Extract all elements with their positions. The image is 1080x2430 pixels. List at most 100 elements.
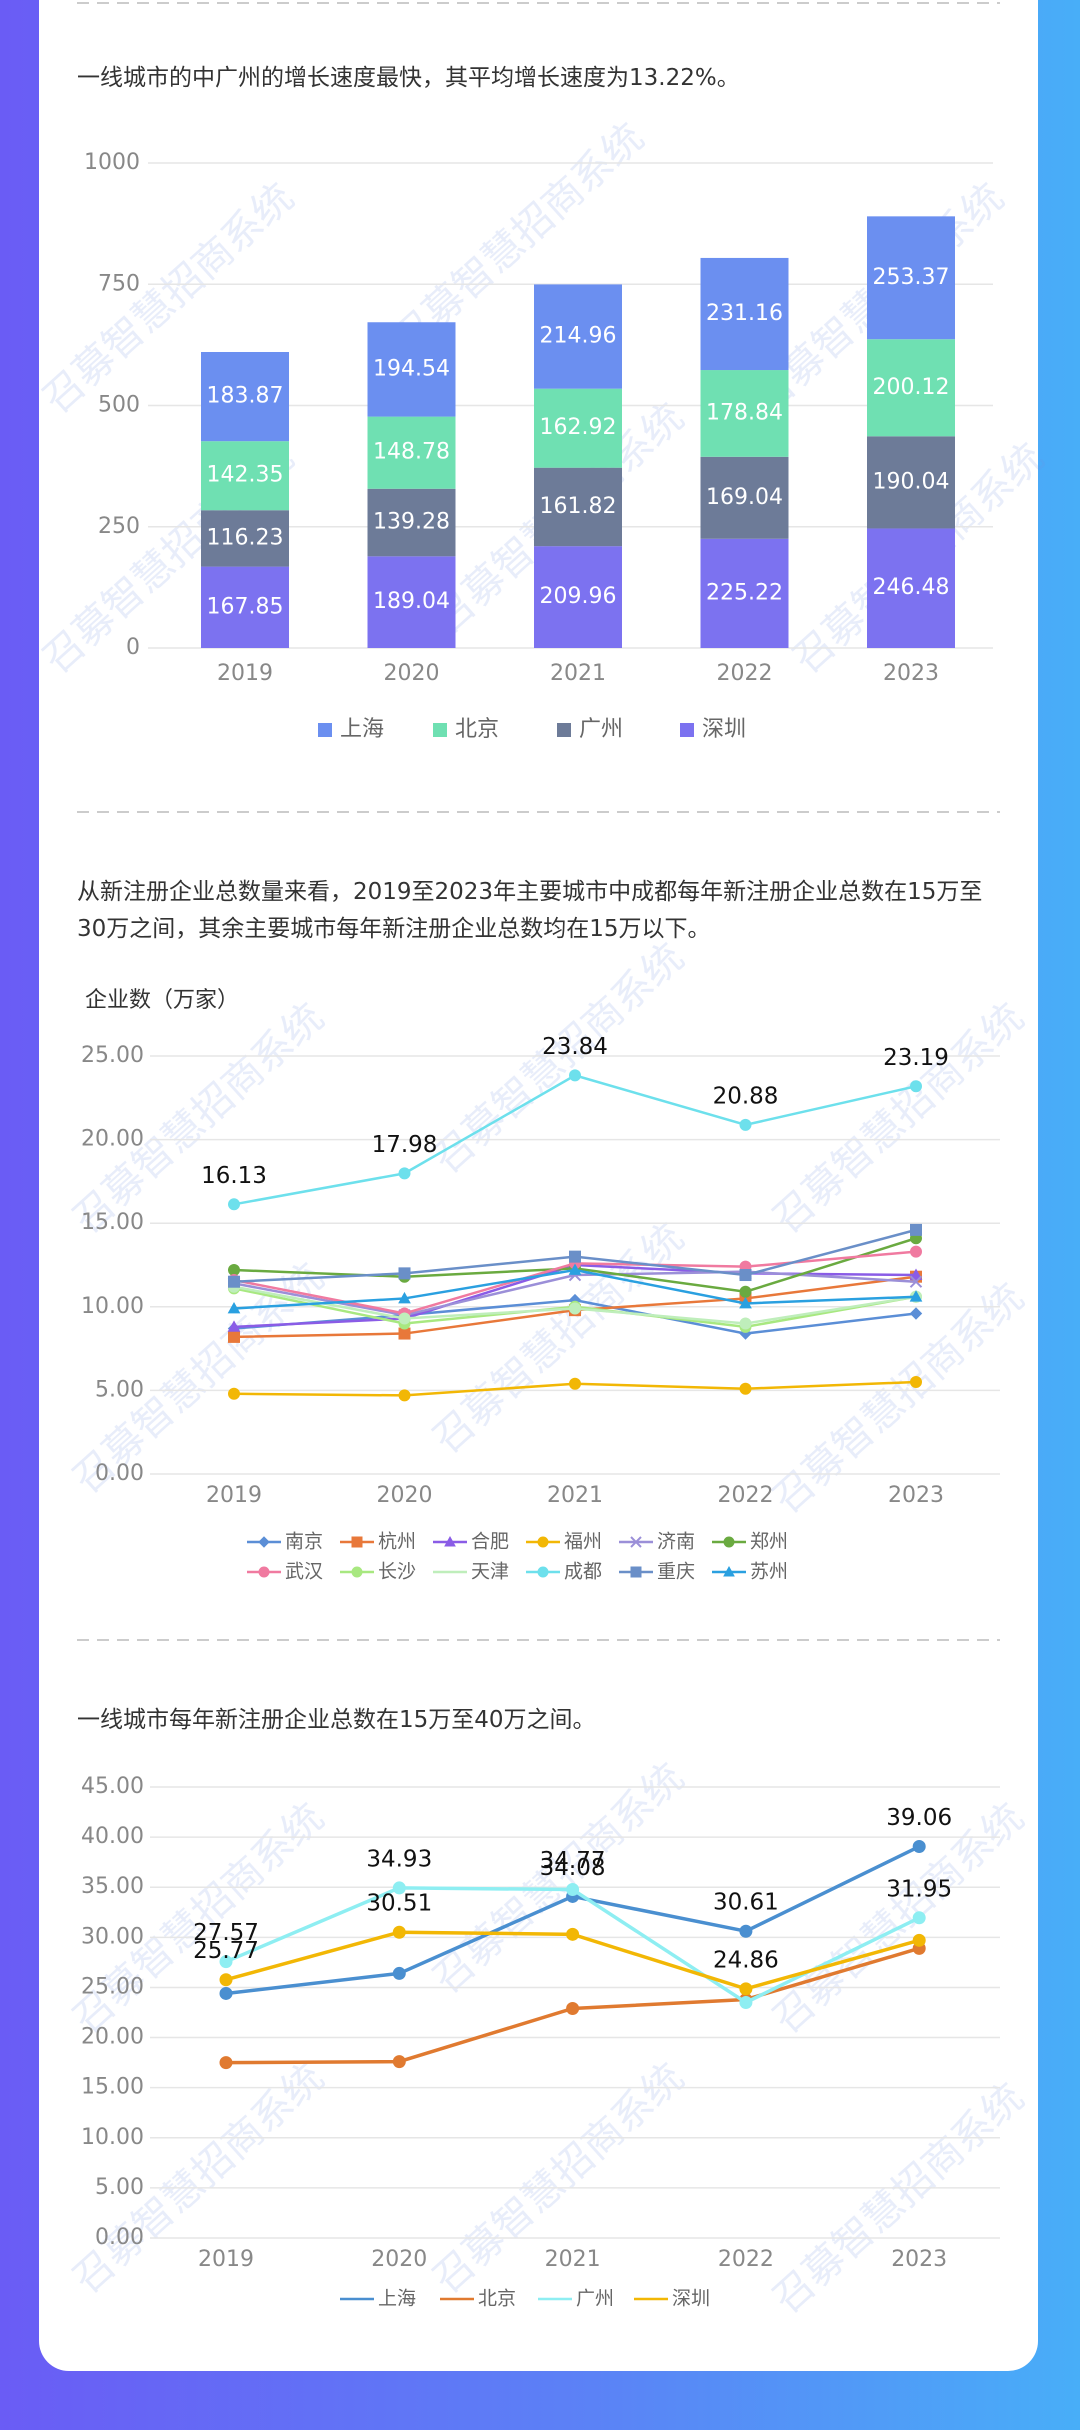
marker: [739, 1924, 753, 1938]
bar-segment: [867, 528, 955, 648]
y-tick-label: 0.00: [95, 2225, 144, 2250]
y-tick-label: 1000: [84, 150, 140, 175]
value-label: 200.12: [873, 375, 950, 400]
y-tick-label: 0: [126, 635, 140, 660]
marker: [739, 1296, 752, 1309]
marker: [909, 1275, 923, 1288]
legend-swatch: [433, 723, 447, 737]
y-tick-label: 20.00: [81, 2025, 144, 2050]
marker: [228, 1387, 240, 1400]
marker: [910, 1376, 922, 1389]
bar-segment: [700, 538, 789, 648]
value-label: 253.37: [873, 265, 950, 290]
legend-label: 南京: [285, 1531, 323, 1553]
legend-label: 天津: [471, 1561, 509, 1583]
y-tick-label: 35.00: [81, 1874, 144, 1899]
value-label: 23.84: [542, 1034, 608, 1060]
marker: [630, 1566, 642, 1578]
bar-segment: [201, 510, 289, 567]
marker: [398, 1389, 411, 1402]
x-tick-label: 2021: [547, 1483, 603, 1508]
marker: [228, 1264, 240, 1277]
marker: [392, 1966, 406, 1980]
value-label: 139.28: [373, 510, 450, 535]
marker: [912, 1840, 926, 1854]
value-label: 25.77: [193, 1938, 259, 1964]
marker: [228, 1330, 240, 1343]
marker: [444, 1535, 456, 1547]
x-tick-label: 2021: [545, 2247, 601, 2272]
x-tick-label: 2023: [888, 1483, 944, 1508]
y-tick-label: 25.00: [81, 1043, 144, 1068]
value-label: 225.22: [706, 580, 783, 605]
legend-label: 北京: [455, 717, 499, 742]
value-label: 161.82: [540, 494, 617, 519]
bar-segment: [700, 370, 789, 457]
value-label: 194.54: [373, 356, 450, 381]
value-label: 16.13: [201, 1163, 267, 1189]
marker: [739, 1118, 752, 1131]
marker: [723, 1565, 735, 1577]
marker: [910, 1245, 922, 1258]
marker: [219, 1955, 233, 1969]
bar-segment: [700, 257, 789, 371]
bar-segment: [867, 216, 955, 340]
marker: [566, 2001, 580, 2015]
bar-segment: [201, 352, 289, 442]
legend-label: 杭州: [378, 1531, 416, 1553]
legend-swatch: [318, 723, 332, 737]
legend-label: 北京: [478, 2288, 516, 2310]
marker: [909, 1307, 923, 1320]
x-tick-label: 2022: [718, 2247, 774, 2272]
x-tick-label: 2023: [891, 2247, 947, 2272]
x-tick-label: 2022: [717, 661, 773, 686]
watermark: 召募智慧招商系统: [764, 994, 1033, 1242]
marker: [739, 1317, 752, 1330]
legend-label: 武汉: [285, 1561, 323, 1583]
marker: [739, 1285, 752, 1298]
value-label: 23.19: [883, 1045, 949, 1071]
y-axis-label: 企业数（万家）: [85, 988, 239, 1013]
value-label: 30.61: [713, 1890, 779, 1916]
marker: [228, 1198, 240, 1211]
bar-segment: [700, 456, 789, 539]
value-label: 183.87: [207, 384, 284, 409]
value-label: 27.57: [193, 1920, 259, 1946]
marker: [537, 1536, 549, 1548]
value-label: 39.06: [886, 1805, 952, 1831]
marker: [398, 1167, 411, 1180]
value-label: 214.96: [540, 324, 617, 349]
marker: [569, 1302, 581, 1315]
y-tick-label: 250: [98, 514, 140, 539]
marker: [912, 1911, 926, 1925]
y-tick-label: 45.00: [81, 1774, 144, 1799]
value-label: 209.96: [540, 584, 617, 609]
marker: [227, 1320, 241, 1332]
legend-swatch: [680, 723, 694, 737]
value-label: 190.04: [873, 469, 950, 494]
y-tick-label: 500: [98, 393, 140, 418]
value-label: 24.86: [713, 1947, 779, 1973]
value-label: 34.93: [366, 1846, 432, 1872]
marker: [569, 1069, 581, 1082]
marker: [219, 1973, 233, 1987]
marker: [739, 1327, 752, 1340]
y-tick-label: 5.00: [95, 1377, 144, 1402]
y-tick-label: 25.00: [81, 1974, 144, 1999]
marker: [910, 1223, 922, 1236]
bar-segment: [367, 488, 456, 557]
marker: [258, 1536, 270, 1548]
y-tick-label: 40.00: [81, 1824, 144, 1849]
y-tick-label: 5.00: [95, 2175, 144, 2200]
y-tick-label: 10.00: [81, 2125, 144, 2150]
marker: [569, 1250, 581, 1263]
marker: [909, 1290, 923, 1302]
paragraph: 一线城市每年新注册企业总数在15万至40万之间。: [77, 1707, 596, 1733]
marker: [739, 1382, 752, 1395]
marker: [569, 1377, 581, 1390]
watermark: 召募智慧招商系统: [764, 1794, 1033, 2042]
x-tick-label: 2022: [718, 1483, 774, 1508]
legend-label: 福州: [564, 1531, 602, 1553]
x-tick-label: 2020: [377, 1483, 433, 1508]
